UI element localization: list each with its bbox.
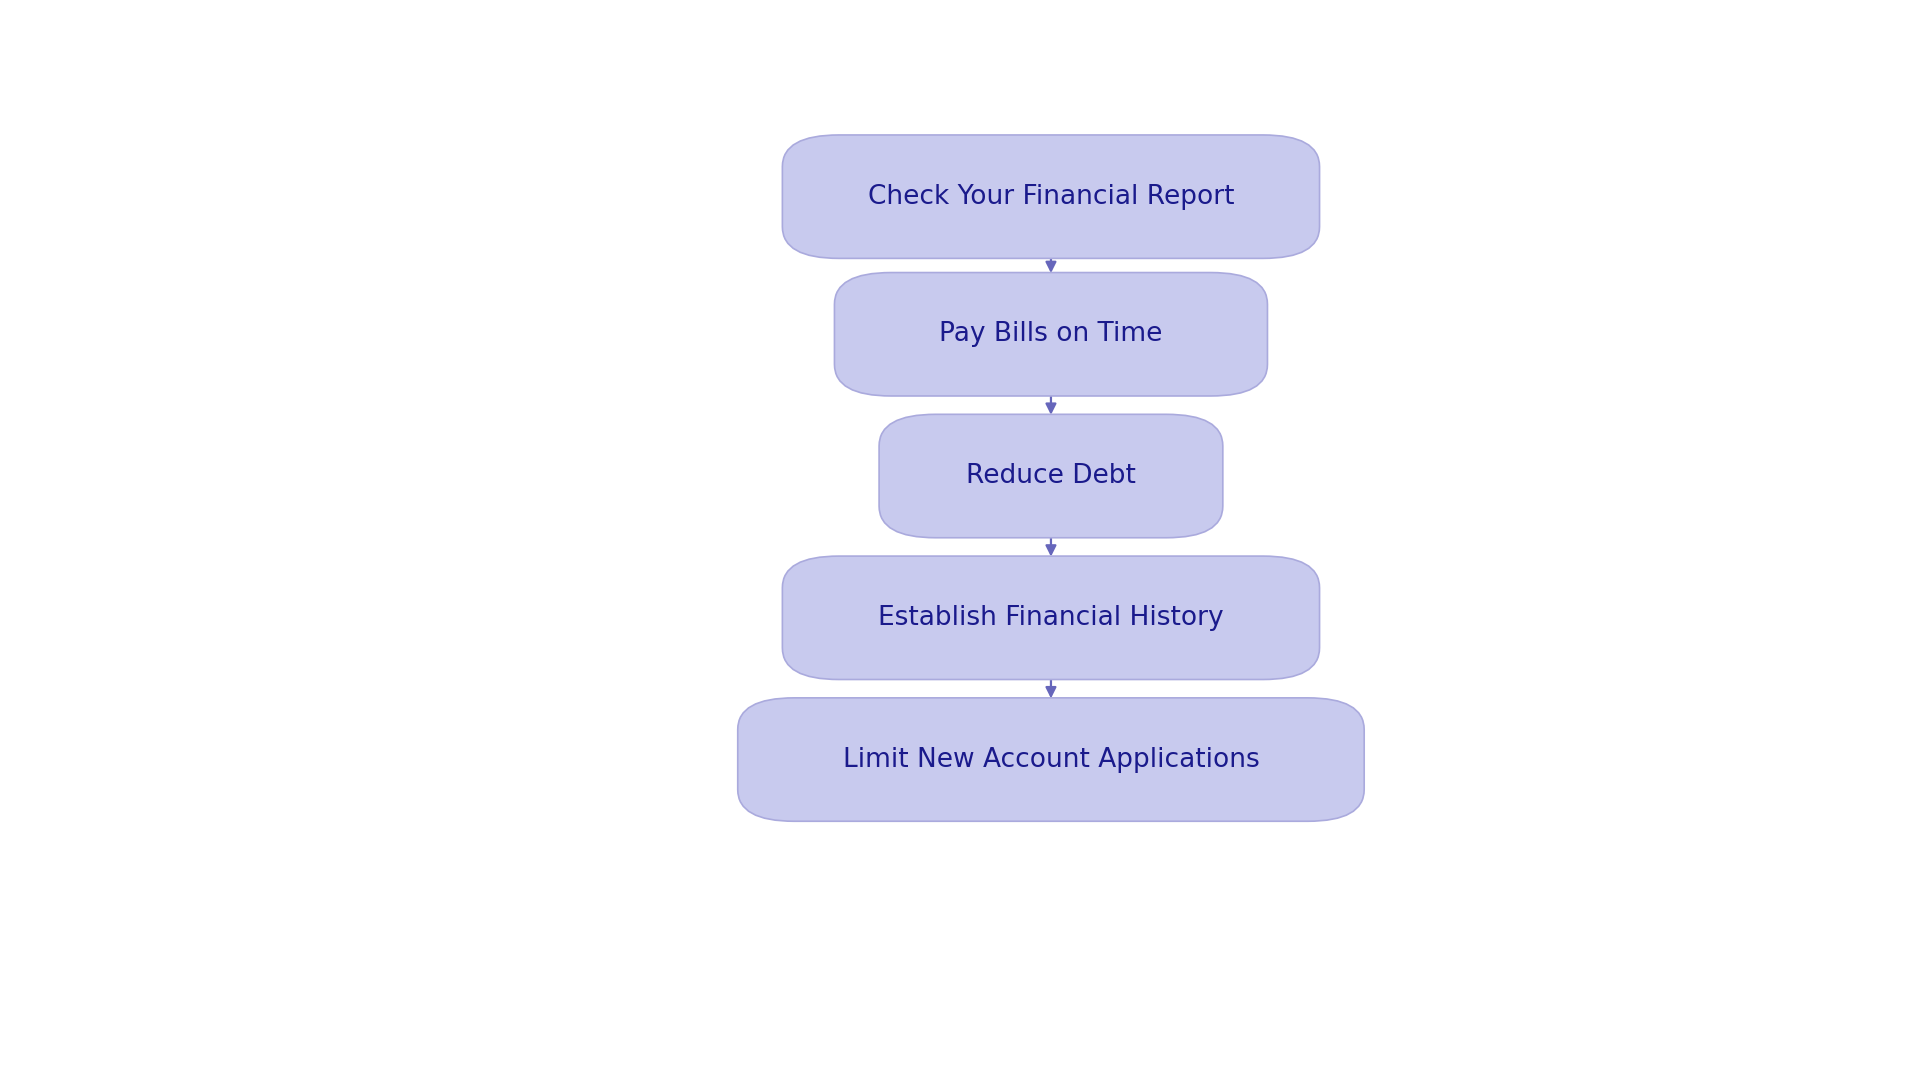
FancyBboxPatch shape	[781, 556, 1319, 679]
Text: Pay Bills on Time: Pay Bills on Time	[939, 322, 1164, 348]
FancyBboxPatch shape	[879, 415, 1223, 538]
Text: Limit New Account Applications: Limit New Account Applications	[843, 746, 1260, 772]
FancyBboxPatch shape	[835, 273, 1267, 396]
FancyBboxPatch shape	[737, 697, 1365, 821]
FancyBboxPatch shape	[781, 135, 1319, 259]
Text: Establish Financial History: Establish Financial History	[877, 604, 1223, 630]
Text: Reduce Debt: Reduce Debt	[966, 464, 1137, 490]
Text: Check Your Financial Report: Check Your Financial Report	[868, 184, 1235, 210]
